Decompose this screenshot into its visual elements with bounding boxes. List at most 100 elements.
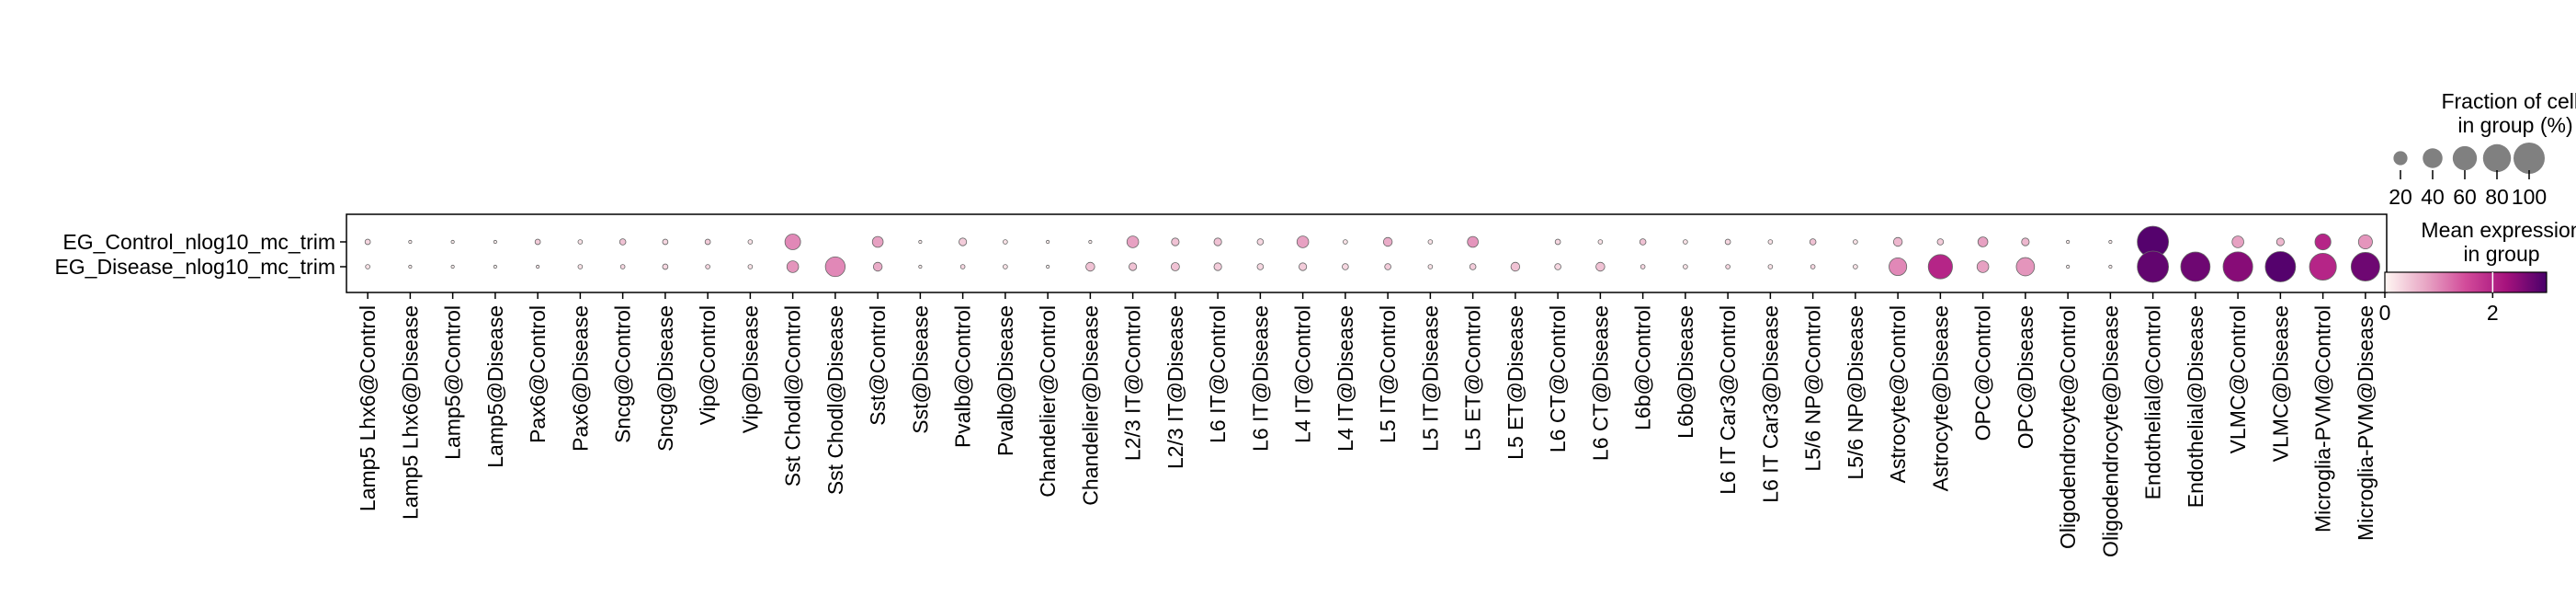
dot — [1469, 263, 1477, 270]
dot — [2264, 251, 2297, 282]
dot — [365, 264, 370, 269]
dot — [1003, 264, 1008, 269]
column-label: L5 IT@Control — [1376, 305, 1400, 443]
column-label: Sst Chodl@Control — [781, 305, 805, 487]
column-label: L5/6 NP@Control — [1801, 305, 1825, 472]
column-label: Pvalb@Disease — [993, 305, 1017, 456]
dot — [2314, 233, 2332, 251]
dot — [1003, 239, 1008, 245]
column-label: Oligodendrocyte@Disease — [2098, 305, 2122, 557]
dot — [493, 264, 497, 269]
dot — [1597, 239, 1604, 245]
column-label: Endothelial@Disease — [2184, 305, 2207, 508]
dot — [1554, 238, 1561, 246]
dot — [747, 239, 754, 245]
dot — [1296, 235, 1310, 248]
column-label: L6 CT@Control — [1546, 305, 1570, 452]
dot — [1683, 264, 1688, 269]
column-label: Vip@Disease — [738, 305, 762, 433]
dot — [824, 256, 846, 278]
colorbar-tick-label: 2 — [2487, 301, 2499, 325]
dot — [1767, 264, 1774, 269]
dot — [1927, 254, 1953, 280]
dot — [1809, 238, 1817, 246]
dot — [2066, 264, 2071, 269]
dot — [2309, 252, 2337, 281]
dot — [705, 264, 710, 269]
dot — [786, 260, 800, 273]
dot — [2275, 237, 2285, 246]
column-label: L5/6 NP@Disease — [1844, 305, 1867, 480]
column-label: Pax6@Control — [526, 305, 550, 443]
size-legend-title-line2: in group (%) — [2457, 113, 2572, 137]
dot — [2357, 234, 2373, 250]
column-label: VLMC@Control — [2226, 305, 2250, 453]
dot — [918, 264, 923, 269]
dot — [1256, 238, 1265, 246]
dot — [1342, 263, 1349, 270]
dot — [408, 264, 413, 269]
dot — [2180, 251, 2211, 282]
dot — [1977, 236, 1989, 247]
column-label: OPC@Disease — [2014, 305, 2037, 449]
dot — [534, 238, 541, 246]
dot — [577, 264, 584, 269]
column-label: Endothelial@Control — [2141, 305, 2165, 499]
dot — [1976, 260, 1990, 273]
dot — [1853, 264, 1858, 269]
dot — [1129, 262, 1138, 271]
dot — [1088, 239, 1093, 245]
dot — [1171, 237, 1180, 246]
dot — [871, 235, 884, 248]
color-legend: Mean expression in group 0 2 — [2379, 218, 2576, 325]
dot — [1343, 239, 1348, 245]
dot — [618, 238, 627, 246]
dot — [2108, 239, 2113, 245]
column-label: Pax6@Disease — [568, 305, 592, 452]
dot — [1889, 257, 1908, 277]
main-plot-area: EG_Control_nlog10_mc_trimEG_Disease_nlog… — [54, 213, 2388, 557]
dot — [1639, 238, 1647, 246]
dot — [408, 239, 413, 245]
dot — [1427, 264, 1434, 269]
dot — [1046, 239, 1050, 245]
dot — [1724, 238, 1731, 246]
dot — [619, 264, 626, 269]
column-label: Astrocyte@Control — [1886, 305, 1910, 483]
column-label: Sncg@Disease — [653, 305, 677, 452]
dot — [2137, 250, 2170, 283]
column-label: Sncg@Control — [611, 305, 635, 443]
plot-frame — [346, 213, 2388, 293]
size-legend-label: 60 — [2453, 185, 2477, 209]
dot — [662, 263, 669, 270]
dot — [2015, 257, 2036, 277]
dot — [2350, 252, 2380, 281]
column-label: L4 IT@Disease — [1333, 305, 1357, 452]
column-label: VLMC@Disease — [2268, 305, 2292, 462]
column-label: L4 IT@Control — [1291, 305, 1315, 443]
size-legend-label: 80 — [2485, 185, 2509, 209]
size-legend-label: 100 — [2512, 185, 2547, 209]
dot — [1510, 261, 1521, 272]
size-legend-dot — [2452, 145, 2478, 171]
column-label: L5 ET@Disease — [1504, 305, 1527, 460]
dot — [536, 264, 540, 269]
dot — [2231, 235, 2244, 248]
column-label: L6b@Control — [1631, 305, 1655, 430]
dot — [918, 239, 923, 245]
dot — [1853, 239, 1858, 245]
dot — [747, 264, 754, 269]
color-legend-title-line1: Mean expression — [2421, 218, 2576, 242]
column-label: Sst@Control — [866, 305, 890, 426]
dot — [1299, 262, 1308, 271]
column-label: Astrocyte@Disease — [1928, 305, 1952, 491]
dot — [2066, 239, 2071, 245]
dot — [872, 261, 883, 272]
dot — [2222, 251, 2253, 282]
column-label: Microglia-PVM@Disease — [2354, 305, 2377, 541]
dot — [364, 238, 371, 246]
dot — [493, 239, 497, 245]
dot — [450, 264, 455, 269]
column-label: Microglia-PVM@Control — [2311, 305, 2335, 533]
column-label: L6 IT@Control — [1206, 305, 1230, 443]
